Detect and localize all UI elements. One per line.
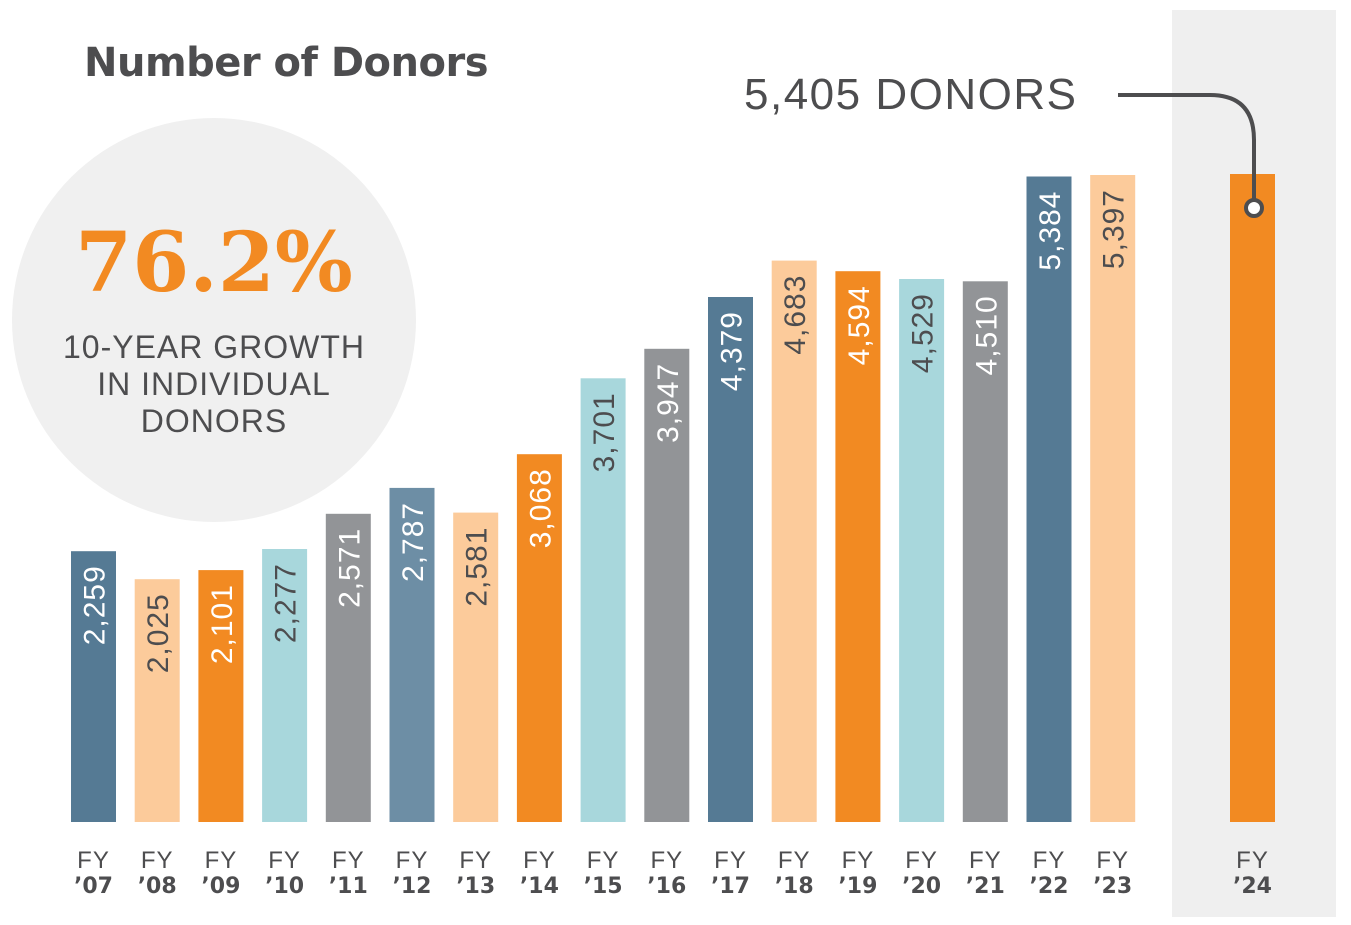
bar-value-label-7: 3,068 xyxy=(524,468,557,548)
x-tick-label-year-5: ’12 xyxy=(393,874,432,899)
bar-2 xyxy=(198,570,244,822)
bar-value-label-0: 2,259 xyxy=(79,565,112,645)
x-tick-label-year-3: ’10 xyxy=(265,874,304,899)
x-tick-label-fy-1: FY xyxy=(141,847,174,874)
bar-13 xyxy=(899,279,945,822)
bar-14 xyxy=(962,281,1008,822)
bar-12 xyxy=(835,271,881,822)
callout-connector xyxy=(1118,93,1256,208)
growth-percent: 76.2% xyxy=(75,215,353,311)
bar-value-label-8: 3,701 xyxy=(588,392,621,472)
x-tick-label-fy-9: FY xyxy=(650,847,683,874)
x-tick-label-year-17: ’24 xyxy=(1233,874,1272,899)
bar-0 xyxy=(71,551,116,822)
x-tick-label-fy-13: FY xyxy=(905,847,938,874)
bar-15 xyxy=(1026,176,1072,822)
x-tick-label-year-15: ’22 xyxy=(1030,874,1069,899)
bar-16 xyxy=(1090,175,1136,822)
x-tick-label-fy-4: FY xyxy=(332,847,365,874)
bar-1 xyxy=(134,579,180,822)
bar-value-label-9: 3,947 xyxy=(652,363,685,443)
chart-title: Number of Donors xyxy=(84,40,489,86)
x-tick-label-fy-11: FY xyxy=(778,847,811,874)
bars-layer: 2,259FY’072,025FY’082,101FY’092,277FY’10… xyxy=(71,174,1275,899)
x-tick-label-fy-15: FY xyxy=(1033,847,1066,874)
x-tick-label-fy-7: FY xyxy=(523,847,556,874)
bar-value-label-1: 2,025 xyxy=(142,593,175,673)
x-tick-label-year-12: ’19 xyxy=(838,874,877,899)
bar-value-label-6: 2,581 xyxy=(461,527,494,607)
x-tick-label-fy-3: FY xyxy=(268,847,301,874)
growth-circle xyxy=(12,118,416,522)
bar-value-label-10: 4,379 xyxy=(716,311,749,391)
bar-value-label-3: 2,277 xyxy=(270,563,303,643)
x-tick-label-year-1: ’08 xyxy=(138,874,177,899)
x-tick-label-fy-8: FY xyxy=(587,847,620,874)
bar-value-label-14: 4,510 xyxy=(970,295,1003,375)
callout-dot xyxy=(1244,198,1264,218)
x-tick-label-year-16: ’23 xyxy=(1093,874,1132,899)
callout-label: 5,405 DONORS xyxy=(744,70,1078,119)
bar-9 xyxy=(644,348,690,822)
bar-value-label-11: 4,683 xyxy=(779,275,812,355)
x-tick-label-year-14: ’21 xyxy=(966,874,1005,899)
x-tick-label-year-4: ’11 xyxy=(329,874,368,899)
bar-3 xyxy=(262,549,308,822)
bar-11 xyxy=(771,260,817,823)
growth-caption: 10-YEAR GROWTH IN INDIVIDUAL DONORS xyxy=(62,329,366,439)
bar-5 xyxy=(389,487,435,822)
x-tick-label-year-10: ’17 xyxy=(711,874,750,899)
x-tick-label-fy-16: FY xyxy=(1096,847,1129,874)
bar-6 xyxy=(453,512,499,822)
bar-7 xyxy=(516,454,562,822)
x-tick-label-year-0: ’07 xyxy=(74,874,113,899)
x-tick-label-fy-17: FY xyxy=(1236,847,1269,874)
x-tick-label-fy-14: FY xyxy=(969,847,1002,874)
bar-value-label-5: 2,787 xyxy=(397,502,430,582)
bar-value-label-2: 2,101 xyxy=(206,584,239,664)
x-tick-label-year-6: ’13 xyxy=(456,874,495,899)
bar-value-label-15: 5,384 xyxy=(1034,191,1067,271)
x-tick-label-fy-10: FY xyxy=(714,847,747,874)
bar-4 xyxy=(325,513,371,822)
x-tick-label-fy-2: FY xyxy=(205,847,238,874)
x-tick-label-fy-0: FY xyxy=(77,847,110,874)
x-tick-label-year-11: ’18 xyxy=(775,874,814,899)
x-tick-label-fy-6: FY xyxy=(459,847,492,874)
bar-value-label-12: 4,594 xyxy=(843,285,876,365)
x-tick-label-fy-5: FY xyxy=(396,847,429,874)
x-tick-label-year-7: ’14 xyxy=(520,874,559,899)
x-tick-label-year-9: ’16 xyxy=(647,874,686,899)
x-tick-label-fy-12: FY xyxy=(842,847,875,874)
x-tick-label-year-2: ’09 xyxy=(201,874,240,899)
bar-value-label-13: 4,529 xyxy=(907,293,940,373)
bar-17 xyxy=(1230,174,1275,822)
bar-8 xyxy=(580,378,626,822)
bar-value-label-4: 2,571 xyxy=(333,528,366,608)
x-tick-label-year-8: ’15 xyxy=(584,874,623,899)
bar-10 xyxy=(708,297,753,822)
bar-value-label-16: 5,397 xyxy=(1098,189,1131,269)
x-tick-label-year-13: ’20 xyxy=(902,874,941,899)
